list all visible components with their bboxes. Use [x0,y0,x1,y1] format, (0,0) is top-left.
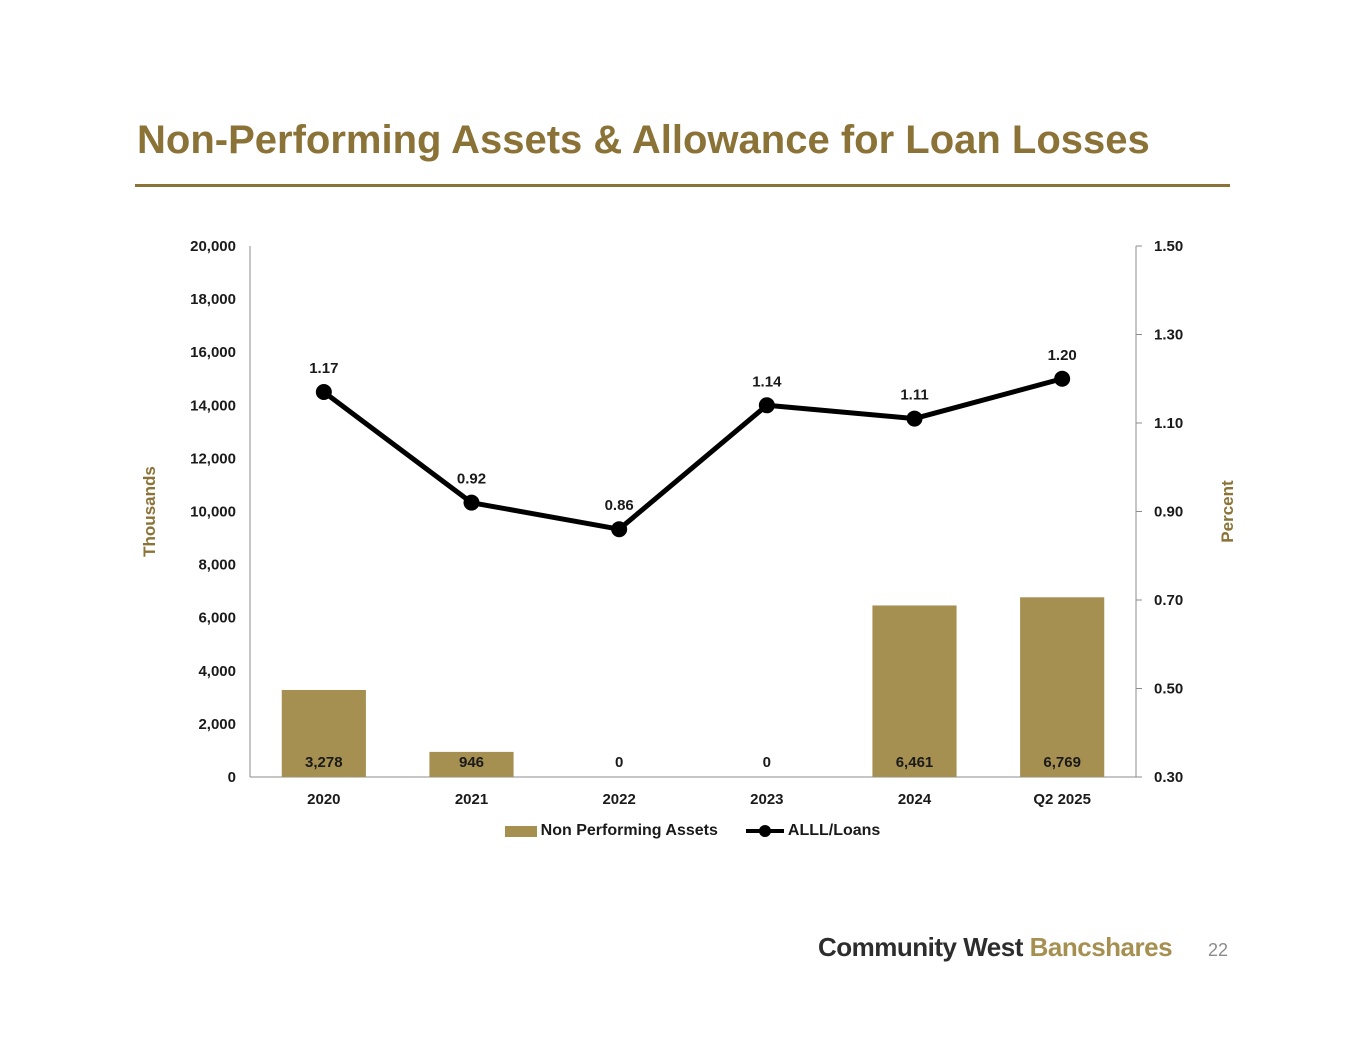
legend-label-alll-loans: ALLL/Loans [787,822,881,839]
x-tick-label: 2022 [602,791,635,808]
legend-item-alll-loans[interactable]: ALLL/Loans [745,822,881,840]
bar-data-label: 3,278 [305,754,343,771]
line-data-label: 0.86 [605,497,634,514]
bar-data-label: 0 [763,754,771,771]
y-right-tick-label: 0.50 [1154,681,1183,698]
bar-non-performing-assets [872,605,957,777]
y-left-tick-label: 10,000 [190,504,236,521]
y-left-tick-label: 0 [228,769,236,786]
line-data-label: 1.20 [1048,347,1077,364]
bar-non-performing-assets [429,751,514,777]
y-left-tick-label: 4,000 [198,663,236,680]
bar-non-performing-assets [281,689,366,777]
y-left-tick-label: 8,000 [198,557,236,574]
y-left-axis-title: Thousands [140,466,159,557]
y-left-tick-label: 20,000 [190,238,236,255]
line-point-alll-loans [1054,370,1071,387]
line-data-label: 1.11 [900,387,928,404]
x-tick-label: 2023 [750,791,783,808]
line-point-alll-loans [758,397,775,414]
y-left-tick-label: 14,000 [190,397,236,414]
company-logo: Community West Bancshares [818,932,1173,963]
x-tick-label: 2024 [898,791,932,808]
y-right-tick-label: 0.30 [1154,769,1183,786]
line-point-alll-loans [906,410,923,427]
title-rule [135,184,1230,187]
legend-item-non-performing-assets[interactable]: Non Performing Assets [504,822,718,840]
line-point-alll-loans [611,521,628,538]
x-tick-label: 2020 [307,791,340,808]
line-data-label: 1.14 [752,373,782,390]
legend-swatch-line [745,824,784,838]
y-left-tick-label: 6,000 [198,610,236,627]
legend-swatch-bar [504,825,537,837]
y-right-tick-label: 1.30 [1154,327,1183,344]
legend-label-non-performing-assets: Non Performing Assets [540,822,718,839]
y-left-tick-label: 12,000 [190,450,236,467]
y-right-axis-title: Percent [1218,480,1237,543]
line-point-alll-loans [315,384,332,401]
x-tick-label: 2021 [455,791,488,808]
page-title: Non-Performing Assets & Allowance for Lo… [137,118,1150,162]
line-data-label: 0.92 [457,471,486,488]
bar-data-label: 946 [459,754,484,771]
y-right-tick-label: 0.90 [1154,504,1183,521]
chart-legend: Non Performing Assets ALLL/Loans [0,822,1365,840]
x-tick-label: Q2 2025 [1033,791,1091,808]
y-left-tick-label: 2,000 [198,716,236,733]
page-number: 22 [1208,940,1229,960]
bar-data-label: 0 [615,754,623,771]
y-right-tick-label: 1.50 [1154,238,1183,255]
bar-data-label: 6,769 [1043,754,1081,771]
bar-non-performing-assets [1020,597,1105,777]
logo-text-community-west: Community West [818,932,1023,962]
line-data-label: 1.17 [309,360,338,377]
y-left-tick-label: 18,000 [190,291,236,308]
y-left-tick-label: 16,000 [190,344,236,361]
bar-data-label: 6,461 [896,754,934,771]
y-right-tick-label: 1.10 [1154,415,1183,432]
line-point-alll-loans [463,494,480,511]
line-alll-loans [322,376,1063,532]
y-right-tick-label: 0.70 [1154,592,1183,609]
logo-text-bancshares: Bancshares [1029,932,1173,962]
